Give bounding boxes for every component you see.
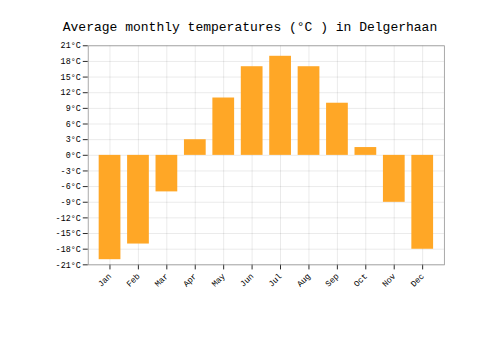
- svg-text:15°C: 15°C: [61, 73, 81, 83]
- svg-text:12°C: 12°C: [61, 88, 81, 98]
- svg-text:Aug: Aug: [295, 272, 313, 290]
- svg-text:Jul: Jul: [267, 272, 285, 290]
- svg-text:-9°C: -9°C: [61, 198, 81, 208]
- svg-text:9°C: 9°C: [66, 104, 81, 114]
- svg-text:-21°C: -21°C: [56, 260, 81, 270]
- svg-text:0°C: 0°C: [66, 151, 81, 161]
- svg-text:Jan: Jan: [96, 272, 114, 290]
- svg-text:Oct: Oct: [352, 272, 370, 290]
- svg-text:-6°C: -6°C: [61, 182, 81, 192]
- svg-text:Apr: Apr: [182, 272, 200, 290]
- svg-text:-12°C: -12°C: [56, 214, 81, 224]
- svg-text:Dec: Dec: [409, 272, 427, 290]
- svg-text:Nov: Nov: [381, 272, 399, 290]
- svg-text:-18°C: -18°C: [56, 245, 81, 255]
- svg-text:21°C: 21°C: [61, 41, 81, 51]
- svg-text:-15°C: -15°C: [56, 229, 81, 239]
- svg-text:Jun: Jun: [238, 272, 256, 290]
- svg-text:3°C: 3°C: [66, 135, 81, 145]
- svg-text:18°C: 18°C: [61, 57, 81, 67]
- svg-text:May: May: [210, 272, 228, 290]
- svg-text:Sep: Sep: [324, 272, 342, 290]
- svg-text:6°C: 6°C: [66, 120, 81, 130]
- svg-text:Mar: Mar: [153, 272, 171, 290]
- svg-text:-3°C: -3°C: [61, 167, 81, 177]
- html-text:Average monthly temperatures (: Average monthly temperatures (°C ) in De…: [62, 20, 438, 35]
- svg-text:Feb: Feb: [125, 272, 143, 290]
